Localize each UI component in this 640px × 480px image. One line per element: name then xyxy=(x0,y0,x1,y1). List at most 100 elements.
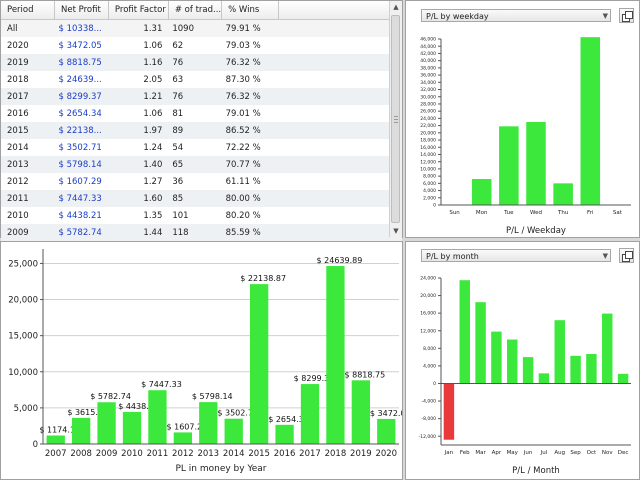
column-header-profit-factor[interactable]: Profit Factor xyxy=(108,1,169,20)
bar-2017 xyxy=(300,384,320,444)
y-tick-label: 0 xyxy=(33,440,38,450)
cell-net-profit: $ 24639... xyxy=(58,74,102,85)
table-row[interactable]: 2018 $ 24639... 2.05 63 87.30 % xyxy=(1,71,402,88)
cell-period: 2019 xyxy=(1,54,55,71)
y-tick-label: 25,000 xyxy=(8,259,38,269)
x-category-label: Tue xyxy=(503,210,514,216)
bar-2016 xyxy=(275,424,294,444)
y-tick-label: 36,000 xyxy=(420,73,436,79)
x-category-label: 2015 xyxy=(248,449,270,459)
bar-wed xyxy=(526,122,546,205)
bar-may xyxy=(507,339,518,384)
cell-profit-factor: 1.97 xyxy=(108,122,169,139)
bar-2020 xyxy=(377,418,396,444)
table-row[interactable]: 2014 $ 3502.71 1.24 54 72.22 % xyxy=(1,139,402,156)
column-header-wins[interactable]: % Wins xyxy=(221,1,279,20)
column-header-trades[interactable]: # of trad... xyxy=(168,1,223,20)
x-axis-title: P/L / Month xyxy=(512,466,560,476)
cell-net-profit: $ 2654.34 xyxy=(58,108,102,119)
cell-profit-factor: 1.35 xyxy=(143,210,163,221)
cell-wins: 61.11 % xyxy=(225,176,261,187)
bar-data-label: $ 1607.29 xyxy=(166,422,207,431)
bar-apr xyxy=(491,331,502,384)
x-category-label: 2013 xyxy=(197,449,219,459)
year-bar-chart: 0 5,000 10,000 15,000 20,000 25,000 2007 $ 1174… xyxy=(8,249,402,474)
table-scrollbar[interactable]: ▲ ▼ xyxy=(389,1,402,237)
weekday-bar-chart: 02,0004,0006,0008,00010,00012,00014,0001… xyxy=(420,37,631,236)
weekday-selector-label: P/L by weekday xyxy=(426,12,489,21)
table-row[interactable]: 2009 $ 5782.74 1.44 118 85.59 % xyxy=(1,224,402,241)
y-tick-label: 44,000 xyxy=(420,44,436,50)
cell-profit-factor: 1.31 xyxy=(108,19,169,37)
cell-profit-factor: 1.44 xyxy=(108,224,169,241)
x-category-label: Feb xyxy=(460,450,470,456)
cell-wins: 79.01 % xyxy=(225,108,261,119)
bar-2011 xyxy=(148,390,167,444)
scroll-up-arrow-icon[interactable]: ▲ xyxy=(393,3,399,11)
table-row[interactable]: 2015 $ 22138... 1.97 89 86.52 % xyxy=(1,122,402,139)
bar-data-label: $ 5782.74 xyxy=(90,392,131,401)
cell-profit-factor: 1.60 xyxy=(108,190,169,207)
y-tick-label: -8,000 xyxy=(421,416,436,422)
cell-wins: 79.03 % xyxy=(225,40,261,51)
bar-2018 xyxy=(326,266,345,444)
bar-2007 xyxy=(46,435,65,444)
column-header-net-profit[interactable]: Net Profit xyxy=(54,1,109,20)
x-category-label: Fri xyxy=(587,210,594,216)
x-category-label: 2008 xyxy=(70,449,92,459)
weekday-copy-button[interactable] xyxy=(619,8,634,23)
table-row[interactable]: 2011 $ 7447.33 1.60 85 80.00 % xyxy=(1,190,402,207)
table-row[interactable]: 2019 $ 8818.75 1.16 76 76.32 % xyxy=(1,54,402,71)
cell-period: 2013 xyxy=(1,156,55,173)
column-header-period[interactable]: Period xyxy=(1,1,55,20)
bar-jul xyxy=(538,373,550,384)
cell-profit-factor: 1.27 xyxy=(143,176,163,187)
table-row[interactable]: 2016 $ 2654.34 1.06 81 79.01 % xyxy=(1,105,402,122)
cell-wins: 70.77 % xyxy=(221,156,279,173)
cell-trades: 76 xyxy=(168,54,222,71)
y-tick-label: 2,000 xyxy=(423,195,436,201)
bar-tue xyxy=(499,126,519,205)
table-row[interactable]: 2013 $ 5798.14 1.40 65 70.77 % xyxy=(1,156,402,173)
y-tick-label: 20,000 xyxy=(420,293,436,299)
bar-2019 xyxy=(351,380,371,444)
x-category-label: 2019 xyxy=(350,449,372,459)
scrollbar-thumb[interactable] xyxy=(391,15,400,223)
bar-data-label: $ 7447.33 xyxy=(141,380,182,389)
table-row[interactable]: 2012 $ 1607.29 1.27 36 61.11 % xyxy=(1,173,402,190)
weekday-chart-selector[interactable]: P/L by weekday ▼ xyxy=(421,9,611,22)
month-selector-label: P/L by month xyxy=(426,252,479,261)
year-chart-panel: 0 5,000 10,000 15,000 20,000 25,000 2007 $ 1174… xyxy=(0,241,403,480)
y-tick-label: 10,000 xyxy=(8,368,38,378)
table-row[interactable]: All $ 10338... 1.31 1090 79.91 % xyxy=(1,19,402,37)
cell-trades: 65 xyxy=(168,156,222,173)
x-category-label: Mar xyxy=(475,450,486,456)
x-category-label: 2018 xyxy=(325,449,347,459)
y-tick-label: -12,000 xyxy=(419,434,437,440)
month-chart-selector[interactable]: P/L by month ▼ xyxy=(421,249,611,262)
month-copy-button[interactable] xyxy=(619,248,634,263)
y-tick-label: 18,000 xyxy=(420,138,436,144)
bar-data-label: $ 5798.14 xyxy=(192,392,233,401)
x-category-label: Jul xyxy=(540,450,548,456)
cell-trades: 76 xyxy=(168,88,222,105)
bar-data-label: $ 8299.37 xyxy=(294,374,335,383)
cell-wins: 80.00 % xyxy=(221,190,279,207)
bar-data-label: $ 4438.2 xyxy=(118,402,154,411)
y-tick-label: 0 xyxy=(433,203,436,209)
bar-jun xyxy=(522,357,534,384)
cell-net-profit: $ 22138... xyxy=(54,122,109,139)
month-bar-chart: -12,000 -8,000 -4,000 0 4,000 8,000 12,000 16,0… xyxy=(419,276,631,476)
x-axis-title: P/L / Weekday xyxy=(506,226,566,236)
x-category-label: Sep xyxy=(570,450,581,456)
cell-trades: 62 xyxy=(172,40,184,51)
cell-profit-factor: 1.06 xyxy=(143,108,163,119)
x-category-label: Mon xyxy=(476,210,488,216)
y-tick-label: 22,000 xyxy=(420,123,436,129)
table-row[interactable]: 2020 $ 3472.05 1.06 62 79.03 % xyxy=(1,37,402,54)
scroll-down-arrow-icon[interactable]: ▼ xyxy=(393,227,399,235)
table-row[interactable]: 2017 $ 8299.37 1.21 76 76.32 % xyxy=(1,88,402,105)
table-row[interactable]: 2010 $ 4438.21 1.35 101 80.20 % xyxy=(1,207,402,224)
y-tick-label: 30,000 xyxy=(420,94,436,100)
cell-wins: 87.30 % xyxy=(225,74,261,85)
